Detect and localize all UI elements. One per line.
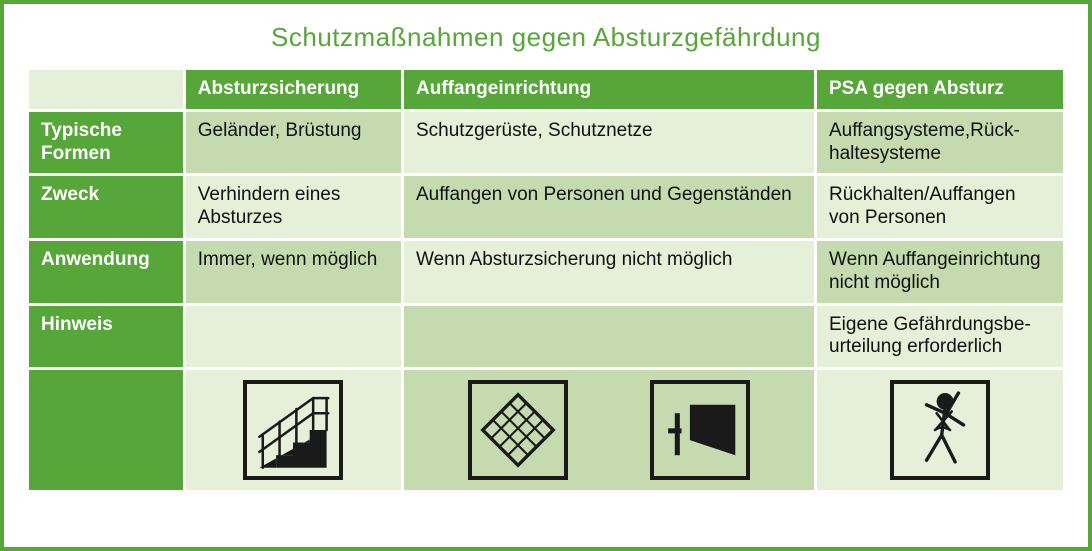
cell-zweck-1: Auffangen von Personen und Gegenständen — [404, 176, 814, 238]
cell-anwendung-0: Immer, wenn möglich — [186, 241, 401, 303]
row-hinweis: Hinweis Eigene Gefährdungsbe­urteilung e… — [29, 306, 1063, 368]
cell-hinweis-1 — [404, 306, 814, 368]
harness-person-icon — [890, 380, 990, 480]
col-header-2: PSA gegen Absturz — [817, 70, 1063, 109]
icon-cell-2 — [817, 370, 1063, 490]
row-label-formen: Typische Formen — [29, 112, 183, 174]
page-title: Schutzmaßnahmen gegen Absturzgefährdung — [26, 22, 1066, 53]
col-header-1: Auffangeinrichtung — [404, 70, 814, 109]
header-row: Absturzsicherung Auffangeinrichtung PSA … — [29, 70, 1063, 109]
guardrail-stairs-icon — [243, 380, 343, 480]
icon-cell-1 — [404, 370, 814, 490]
row-label-icons — [29, 370, 183, 490]
cell-formen-0: Geländer, Brüstung — [186, 112, 401, 174]
cell-anwendung-2: Wenn Auffangeinrich­tung nicht möglich — [817, 241, 1063, 303]
row-label-anwendung: Anwendung — [29, 241, 183, 303]
cell-hinweis-2: Eigene Gefährdungsbe­urteilung erforderl… — [817, 306, 1063, 368]
row-label-zweck: Zweck — [29, 176, 183, 238]
cell-formen-2: Auffangsysteme,Rück­haltesysteme — [817, 112, 1063, 174]
safety-net-icon — [468, 380, 568, 480]
cell-zweck-2: Rückhalten/Auffangen von Personen — [817, 176, 1063, 238]
protection-table: Absturzsicherung Auffangeinrichtung PSA … — [26, 67, 1066, 493]
cell-hinweis-0 — [186, 306, 401, 368]
catch-platform-icon — [650, 380, 750, 480]
infographic-frame: Schutzmaßnahmen gegen Absturzgefährdung … — [0, 0, 1092, 551]
header-blank — [29, 70, 183, 109]
row-formen: Typische Formen Geländer, Brüstung Schut… — [29, 112, 1063, 174]
icon-cell-0 — [186, 370, 401, 490]
cell-anwendung-1: Wenn Absturzsicherung nicht möglich — [404, 241, 814, 303]
row-anwendung: Anwendung Immer, wenn möglich Wenn Abstu… — [29, 241, 1063, 303]
row-zweck: Zweck Verhindern eines Absturzes Auffang… — [29, 176, 1063, 238]
row-label-hinweis: Hinweis — [29, 306, 183, 368]
cell-zweck-0: Verhindern eines Absturzes — [186, 176, 401, 238]
col-header-0: Absturzsicherung — [186, 70, 401, 109]
cell-formen-1: Schutzgerüste, Schutznetze — [404, 112, 814, 174]
row-icons — [29, 370, 1063, 490]
